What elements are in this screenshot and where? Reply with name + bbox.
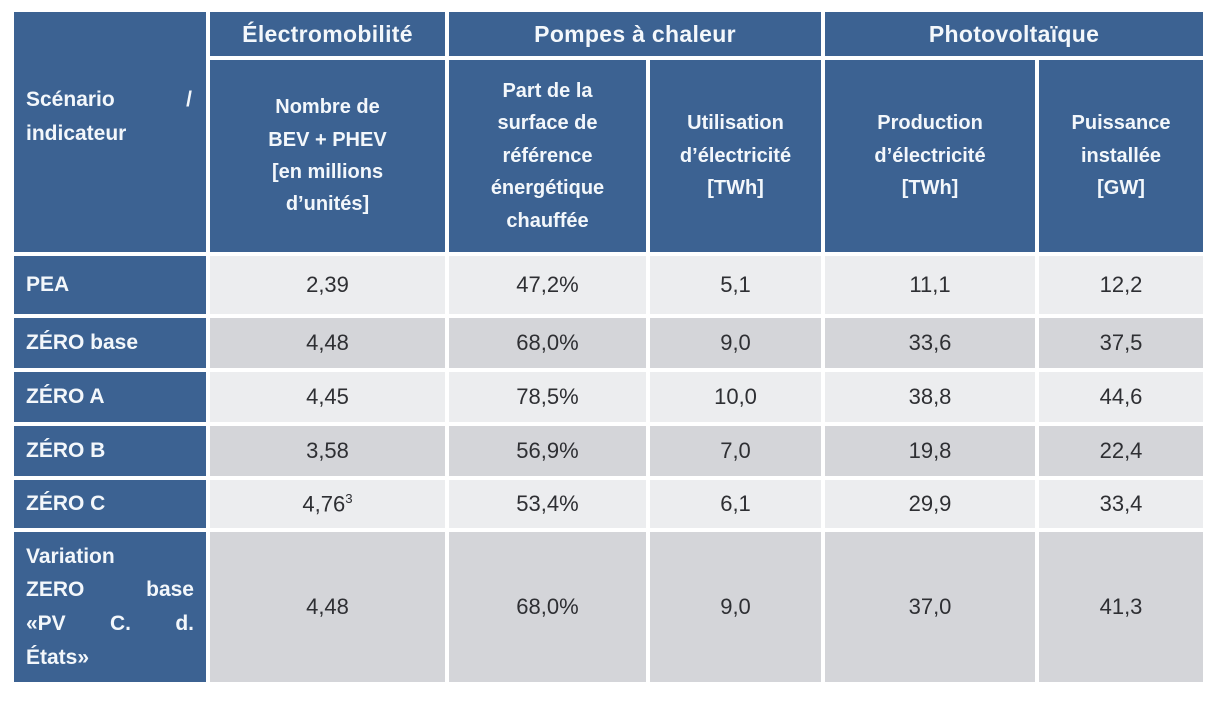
corner-header-line1: Scénario / — [26, 83, 192, 117]
cell: 10,0 — [650, 372, 822, 422]
label-word: ZERO — [26, 578, 85, 602]
cell: 11,1 — [825, 256, 1036, 314]
cell: 3,58 — [210, 426, 445, 476]
label-word: Variation — [26, 544, 115, 568]
table-row-variation-zero-base: Variation ZERO base «PV C. d. États» 4,4… — [14, 532, 1204, 682]
scenario-indicators-table: Scénario / indicateur Électromobilité Po… — [10, 8, 1207, 686]
row-label-zero-a: ZÉRO A — [14, 372, 206, 422]
cell: 19,8 — [825, 426, 1036, 476]
column-header-row: Nombre de BEV + PHEV [en millions d’unit… — [14, 60, 1204, 252]
group-header-electromobilite: Électromobilité — [210, 12, 445, 56]
column-header-production-electricite: Production d’électricité [TWh] — [825, 60, 1036, 252]
cell: 33,4 — [1039, 480, 1204, 528]
row-label-variation-zero-base: Variation ZERO base «PV C. d. États» — [14, 532, 206, 682]
page: { "table": { "corner_header": { "line1_l… — [0, 8, 1225, 711]
table-row-zero-a: ZÉRO A 4,45 78,5% 10,0 38,8 44,6 — [14, 372, 1204, 422]
row-label-zero-b: ZÉRO B — [14, 426, 206, 476]
cell: 7,0 — [650, 426, 822, 476]
table-row-zero-c: ZÉRO C 4,763 53,4% 6,1 29,9 33,4 — [14, 480, 1204, 528]
cell: 22,4 — [1039, 426, 1204, 476]
corner-header-scenario-indicator: Scénario / indicateur — [14, 12, 206, 252]
label-word: d. — [175, 612, 194, 635]
cell: 68,0% — [449, 532, 646, 682]
group-header-row: Scénario / indicateur Électromobilité Po… — [14, 12, 1204, 252]
row-label-pea: PEA — [14, 256, 206, 314]
cell: 56,9% — [449, 426, 646, 476]
table-row-zero-b: ZÉRO B 3,58 56,9% 7,0 19,8 22,4 — [14, 426, 1204, 476]
cell: 53,4% — [449, 480, 646, 528]
footnote-marker: 3 — [345, 490, 353, 506]
row-label-zero-c: ZÉRO C — [14, 480, 206, 528]
cell: 9,0 — [650, 532, 822, 682]
cell: 44,6 — [1039, 372, 1204, 422]
column-header-surface-reference: Part de la surface de référence énergéti… — [449, 60, 646, 252]
cell: 4,48 — [210, 318, 445, 368]
cell: 47,2% — [449, 256, 646, 314]
corner-header-slash: / — [186, 88, 192, 112]
cell-value: 4,76 — [302, 491, 346, 517]
row-label-line: Variation — [26, 540, 194, 574]
cell: 29,9 — [825, 480, 1036, 528]
column-header-utilisation-electricite: Utilisation d’électricité [TWh] — [650, 60, 822, 252]
cell: 12,2 — [1039, 256, 1204, 314]
row-label-line: États» — [26, 641, 194, 675]
cell: 4,45 — [210, 372, 445, 422]
group-header-pompes-a-chaleur: Pompes à chaleur — [449, 12, 822, 56]
cell: 38,8 — [825, 372, 1036, 422]
label-word: base — [146, 578, 194, 602]
corner-header-indicateur: indicateur — [26, 122, 127, 145]
label-word: «PV — [26, 612, 66, 635]
cell: 33,6 — [825, 318, 1036, 368]
label-word: C. — [110, 612, 132, 635]
cell: 68,0% — [449, 318, 646, 368]
label-word: États» — [26, 645, 90, 669]
cell: 6,1 — [650, 480, 822, 528]
corner-header-scenario: Scénario — [26, 88, 115, 112]
column-header-puissance-installee: Puissance installée [GW] — [1039, 60, 1204, 252]
group-header-photovoltaique: Photovoltaïque — [825, 12, 1204, 56]
table-row-zero-base: ZÉRO base 4,48 68,0% 9,0 33,6 37,5 — [14, 318, 1204, 368]
row-label-zero-base: ZÉRO base — [14, 318, 206, 368]
row-label-line: ZERO base — [26, 573, 194, 607]
row-label-line: «PV C. d. — [26, 607, 194, 641]
table-row-pea: PEA 2,39 47,2% 5,1 11,1 12,2 — [14, 256, 1204, 314]
cell: 5,1 — [650, 256, 822, 314]
cell: 37,5 — [1039, 318, 1204, 368]
cell: 4,48 — [210, 532, 445, 682]
cell: 4,763 — [210, 480, 445, 528]
cell: 2,39 — [210, 256, 445, 314]
cell: 41,3 — [1039, 532, 1204, 682]
column-header-bev-phev: Nombre de BEV + PHEV [en millions d’unit… — [210, 60, 445, 252]
cell: 37,0 — [825, 532, 1036, 682]
cell: 78,5% — [449, 372, 646, 422]
cell: 9,0 — [650, 318, 822, 368]
